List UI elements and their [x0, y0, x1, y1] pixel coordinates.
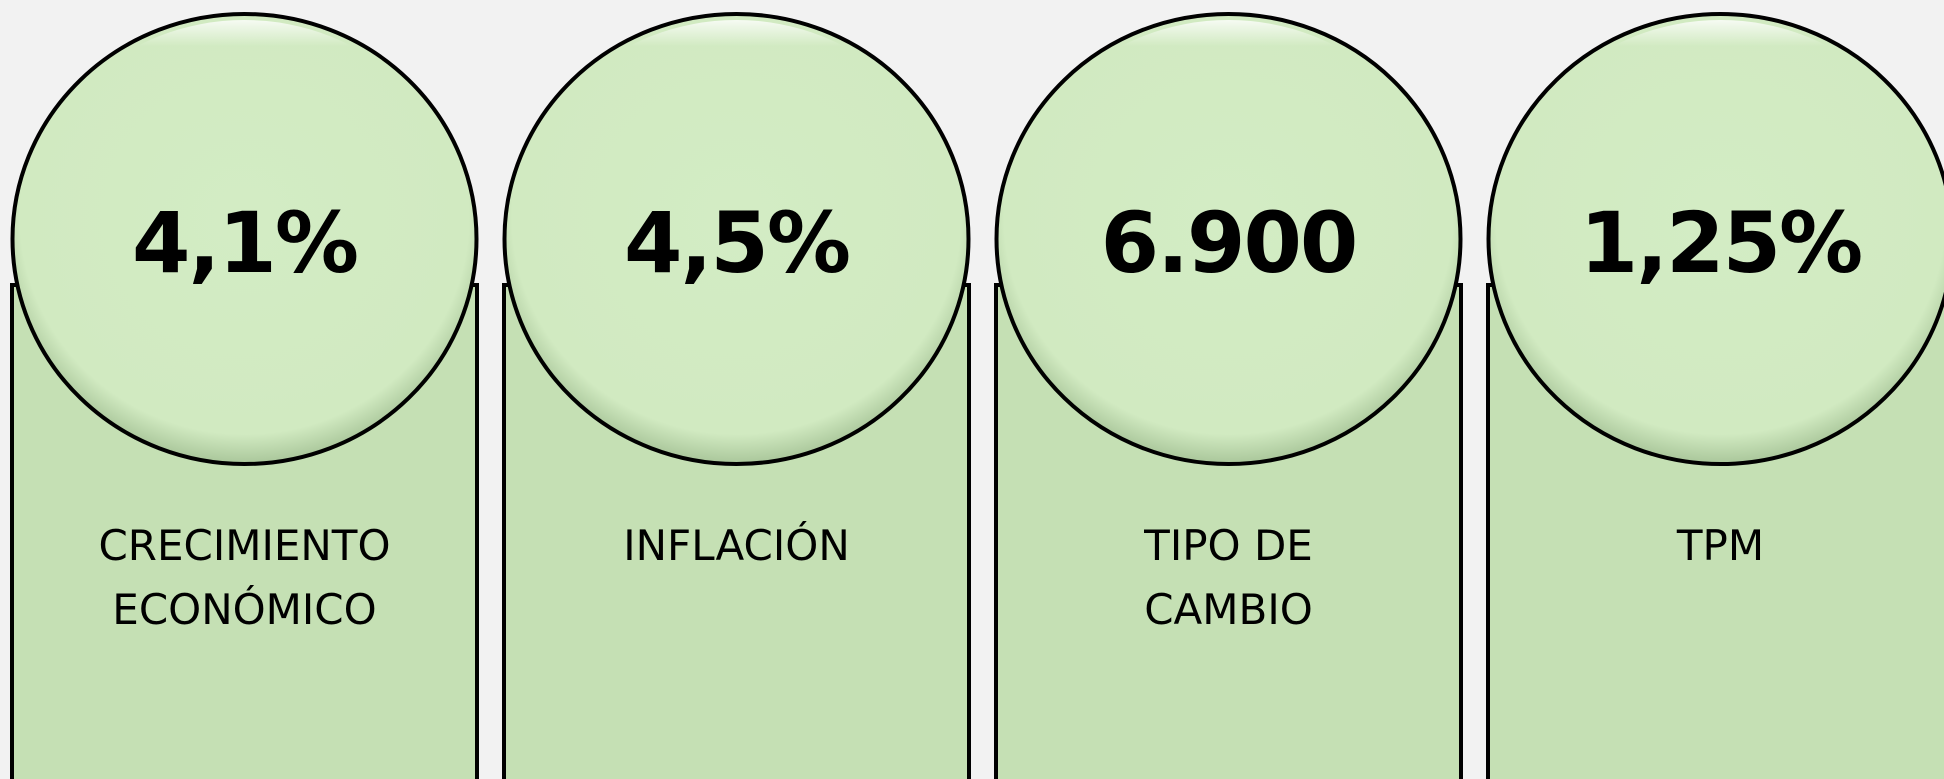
circle-highlight — [18, 20, 471, 458]
card-label: CAMBIO — [1144, 585, 1313, 634]
card-value: 1,25% — [1580, 194, 1861, 292]
card-value: 6.900 — [1101, 194, 1357, 292]
card-label: TPM — [1676, 521, 1764, 570]
card-label: CRECIMIENTO — [98, 521, 390, 570]
card-label: INFLACIÓN — [623, 520, 850, 570]
card-label: ECONÓMICO — [112, 584, 376, 634]
circle-highlight — [1002, 20, 1455, 458]
card-label: TIPO DE — [1143, 521, 1313, 570]
card-value: 4,5% — [624, 194, 849, 292]
circle-highlight — [510, 20, 963, 458]
card-value: 4,1% — [132, 194, 357, 292]
circle-highlight — [1494, 20, 1944, 458]
